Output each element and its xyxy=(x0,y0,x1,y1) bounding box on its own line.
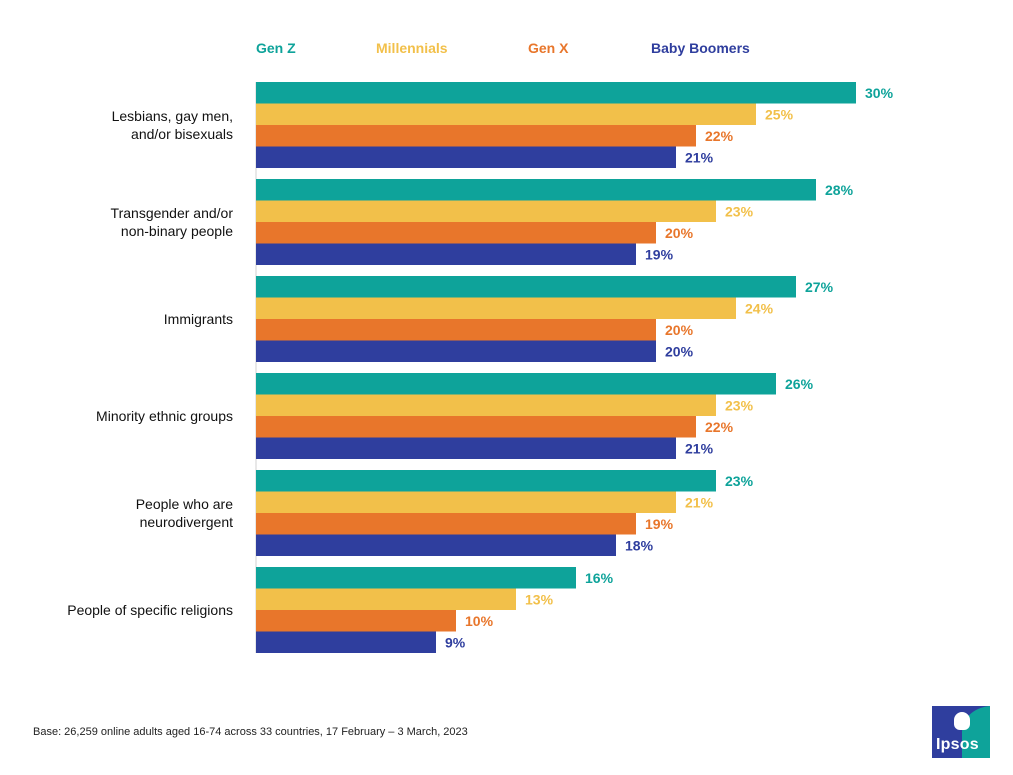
ipsos-logo: Ipsos xyxy=(932,706,990,758)
value-label-gen-x-immigrants: 20% xyxy=(665,322,694,338)
bar-gen-z-minority-ethnic-groups xyxy=(256,373,776,395)
value-label-millennials-lesbians-gay-men-and-or-bisexuals: 25% xyxy=(765,106,794,122)
category-label-line: Minority ethnic groups xyxy=(96,408,233,424)
bar-gen-x-minority-ethnic-groups xyxy=(256,416,696,438)
value-label-baby-boomers-people-of-specific-religions: 9% xyxy=(445,634,466,650)
value-label-baby-boomers-immigrants: 20% xyxy=(665,343,694,359)
value-label-millennials-minority-ethnic-groups: 23% xyxy=(725,397,754,413)
value-label-gen-z-people-of-specific-religions: 16% xyxy=(585,570,614,586)
legend-baby-boomers: Baby Boomers xyxy=(651,40,750,56)
value-label-gen-x-lesbians-gay-men-and-or-bisexuals: 22% xyxy=(705,128,734,144)
bar-gen-x-people-who-are-neurodivergent xyxy=(256,513,636,535)
value-label-millennials-people-of-specific-religions: 13% xyxy=(525,591,554,607)
value-label-baby-boomers-transgender-and-or-non-binary-people: 19% xyxy=(645,246,674,262)
legend-millennials: Millennials xyxy=(376,40,448,56)
legend-gen-z: Gen Z xyxy=(256,40,296,56)
value-label-millennials-immigrants: 24% xyxy=(745,300,774,316)
value-label-gen-z-lesbians-gay-men-and-or-bisexuals: 30% xyxy=(865,85,894,101)
bar-baby-boomers-people-who-are-neurodivergent xyxy=(256,534,616,556)
category-label-people-of-specific-religions: People of specific religions xyxy=(67,602,233,618)
logo-text: Ipsos xyxy=(936,736,979,753)
value-label-gen-x-minority-ethnic-groups: 22% xyxy=(705,419,734,435)
bar-baby-boomers-people-of-specific-religions xyxy=(256,631,436,653)
bar-gen-x-immigrants xyxy=(256,319,656,341)
value-label-gen-x-people-of-specific-religions: 10% xyxy=(465,613,494,629)
category-label-line: neurodivergent xyxy=(140,514,234,530)
logo-head-icon xyxy=(954,712,970,730)
value-label-gen-z-immigrants: 27% xyxy=(805,279,834,295)
value-label-gen-z-people-who-are-neurodivergent: 23% xyxy=(725,473,754,489)
legend-gen-x: Gen X xyxy=(528,40,569,56)
bar-gen-z-lesbians-gay-men-and-or-bisexuals xyxy=(256,82,856,104)
footnote: Base: 26,259 online adults aged 16-74 ac… xyxy=(33,726,468,738)
category-label-people-who-are-neurodivergent: People who are neurodivergent xyxy=(136,496,234,530)
category-label-line: and/or bisexuals xyxy=(131,126,233,142)
category-label-line: Immigrants xyxy=(164,311,233,327)
value-label-gen-z-transgender-and-or-non-binary-people: 28% xyxy=(825,182,854,198)
value-label-baby-boomers-people-who-are-neurodivergent: 18% xyxy=(625,537,654,553)
value-label-millennials-people-who-are-neurodivergent: 21% xyxy=(685,494,714,510)
value-label-baby-boomers-lesbians-gay-men-and-or-bisexuals: 21% xyxy=(685,149,714,165)
bar-millennials-people-who-are-neurodivergent xyxy=(256,491,676,513)
bar-baby-boomers-minority-ethnic-groups xyxy=(256,437,676,459)
bar-millennials-minority-ethnic-groups xyxy=(256,394,716,416)
category-label-transgender-and-or-non-binary-people: Transgender and/or non-binary people xyxy=(111,205,234,239)
category-label-line: Lesbians, gay men, xyxy=(112,108,233,124)
category-label-line: non-binary people xyxy=(121,223,233,239)
bar-gen-z-transgender-and-or-non-binary-people xyxy=(256,179,816,201)
bar-millennials-people-of-specific-religions xyxy=(256,588,516,610)
bar-gen-x-people-of-specific-religions xyxy=(256,610,456,632)
bar-millennials-transgender-and-or-non-binary-people xyxy=(256,200,716,222)
category-label-lesbians-gay-men-and-or-bisexuals: Lesbians, gay men, and/or bisexuals xyxy=(112,108,233,142)
value-label-gen-x-transgender-and-or-non-binary-people: 20% xyxy=(665,225,694,241)
category-label-immigrants: Immigrants xyxy=(164,311,233,327)
category-label-line: People of specific religions xyxy=(67,602,233,618)
bar-gen-z-people-of-specific-religions xyxy=(256,567,576,589)
category-label-line: People who are xyxy=(136,496,234,512)
value-label-gen-x-people-who-are-neurodivergent: 19% xyxy=(645,516,674,532)
bar-millennials-lesbians-gay-men-and-or-bisexuals xyxy=(256,103,756,125)
bar-gen-x-transgender-and-or-non-binary-people xyxy=(256,222,656,244)
bar-gen-z-immigrants xyxy=(256,276,796,298)
value-label-gen-z-minority-ethnic-groups: 26% xyxy=(785,376,814,392)
bar-baby-boomers-immigrants xyxy=(256,340,656,362)
bar-gen-z-people-who-are-neurodivergent xyxy=(256,470,716,492)
category-label-line: Transgender and/or xyxy=(111,205,234,221)
value-label-baby-boomers-minority-ethnic-groups: 21% xyxy=(685,440,714,456)
bar-millennials-immigrants xyxy=(256,297,736,319)
value-label-millennials-transgender-and-or-non-binary-people: 23% xyxy=(725,203,754,219)
category-label-minority-ethnic-groups: Minority ethnic groups xyxy=(96,408,233,424)
bar-gen-x-lesbians-gay-men-and-or-bisexuals xyxy=(256,125,696,147)
bar-baby-boomers-lesbians-gay-men-and-or-bisexuals xyxy=(256,146,676,168)
bar-baby-boomers-transgender-and-or-non-binary-people xyxy=(256,243,636,265)
